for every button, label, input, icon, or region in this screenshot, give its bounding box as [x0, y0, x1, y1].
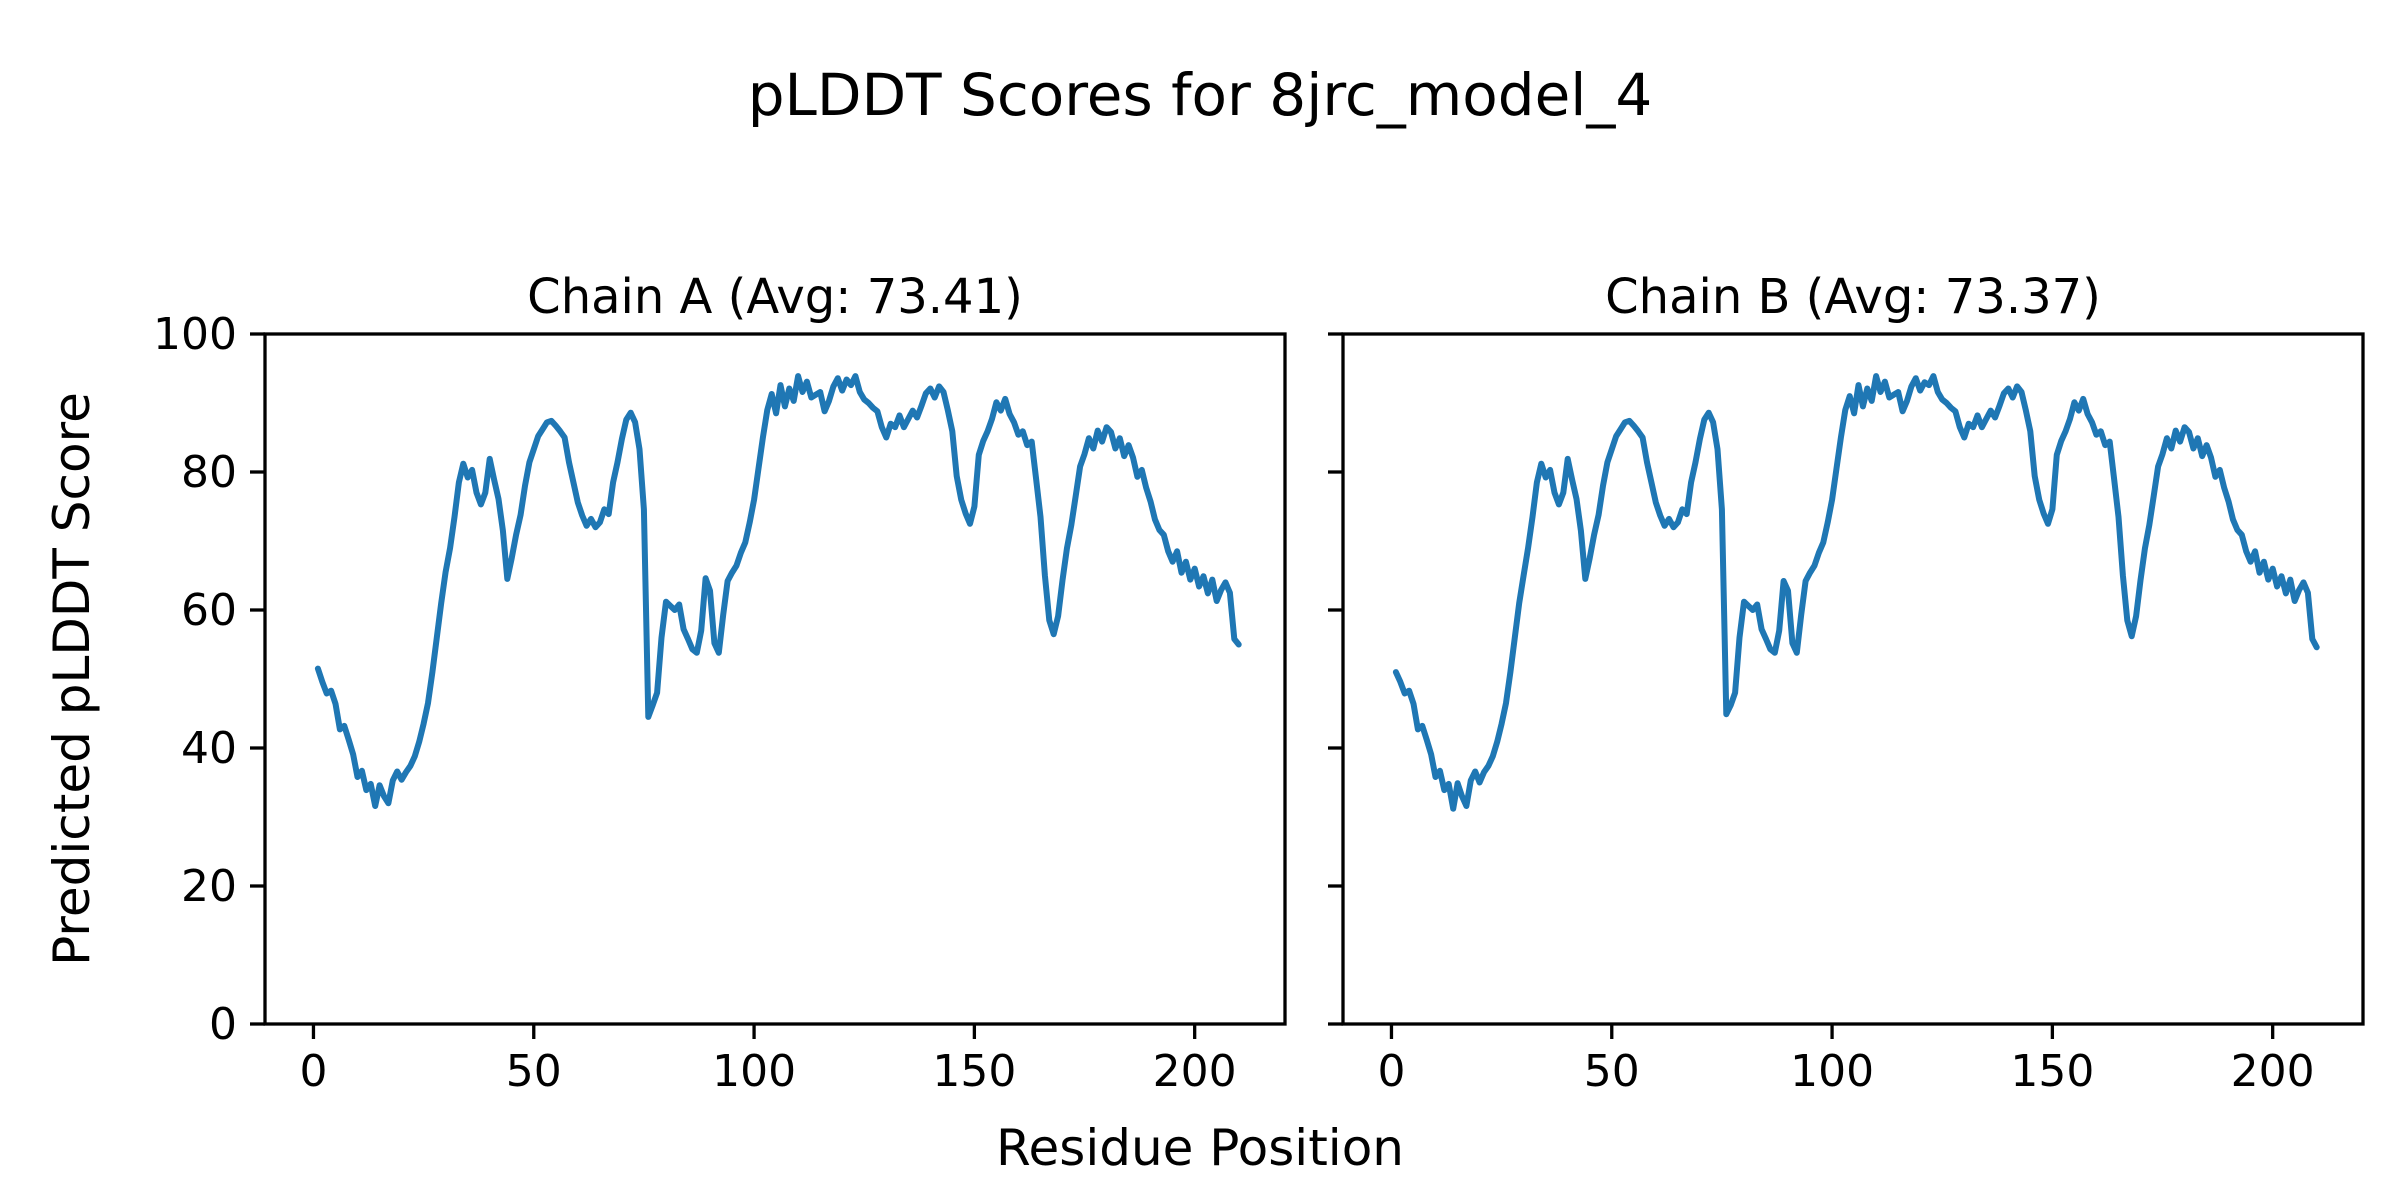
x-tick-label: 150: [2010, 1046, 2094, 1097]
plddt-line-chain-a: [314, 373, 1242, 809]
axes-spines: [263, 332, 1287, 1026]
x-tick-label: 100: [712, 1046, 796, 1097]
x-tick-label: 200: [2231, 1046, 2315, 1097]
y-tick-label: 0: [209, 999, 237, 1050]
y-tick-label: 40: [181, 723, 237, 774]
y-tick-label: 60: [181, 585, 237, 636]
y-tick-label: 100: [153, 309, 237, 360]
x-tick-label: 100: [1790, 1046, 1874, 1097]
x-tick-label: 0: [299, 1046, 327, 1097]
x-tick-label: 0: [1377, 1046, 1405, 1097]
x-tick-label: 150: [932, 1046, 1016, 1097]
chain-b-plot-area: 0 50 100 150 200: [1328, 332, 2365, 1097]
x-tick-label: 50: [1584, 1046, 1640, 1097]
chain-a-plot-area: 0 50 100 150 200 0 20 40 60 80 100: [153, 309, 1287, 1097]
axes-spines: [1341, 332, 2365, 1026]
y-tick-label: 20: [181, 861, 237, 912]
x-tick-label: 50: [506, 1046, 562, 1097]
x-axis-label: Residue Position: [996, 1119, 1404, 1177]
y-tick-label: 80: [181, 447, 237, 498]
figure-title: pLDDT Scores for 8jrc_model_4: [747, 61, 1653, 129]
subplot-title-chain-b: Chain B (Avg: 73.37): [1605, 269, 2101, 325]
y-axis-label: Predicted pLDDT Score: [43, 392, 101, 966]
x-tick-label: 200: [1153, 1046, 1237, 1097]
plddt-line-chain-b: [1392, 373, 2320, 812]
subplot-title-chain-a: Chain A (Avg: 73.41): [527, 269, 1023, 325]
